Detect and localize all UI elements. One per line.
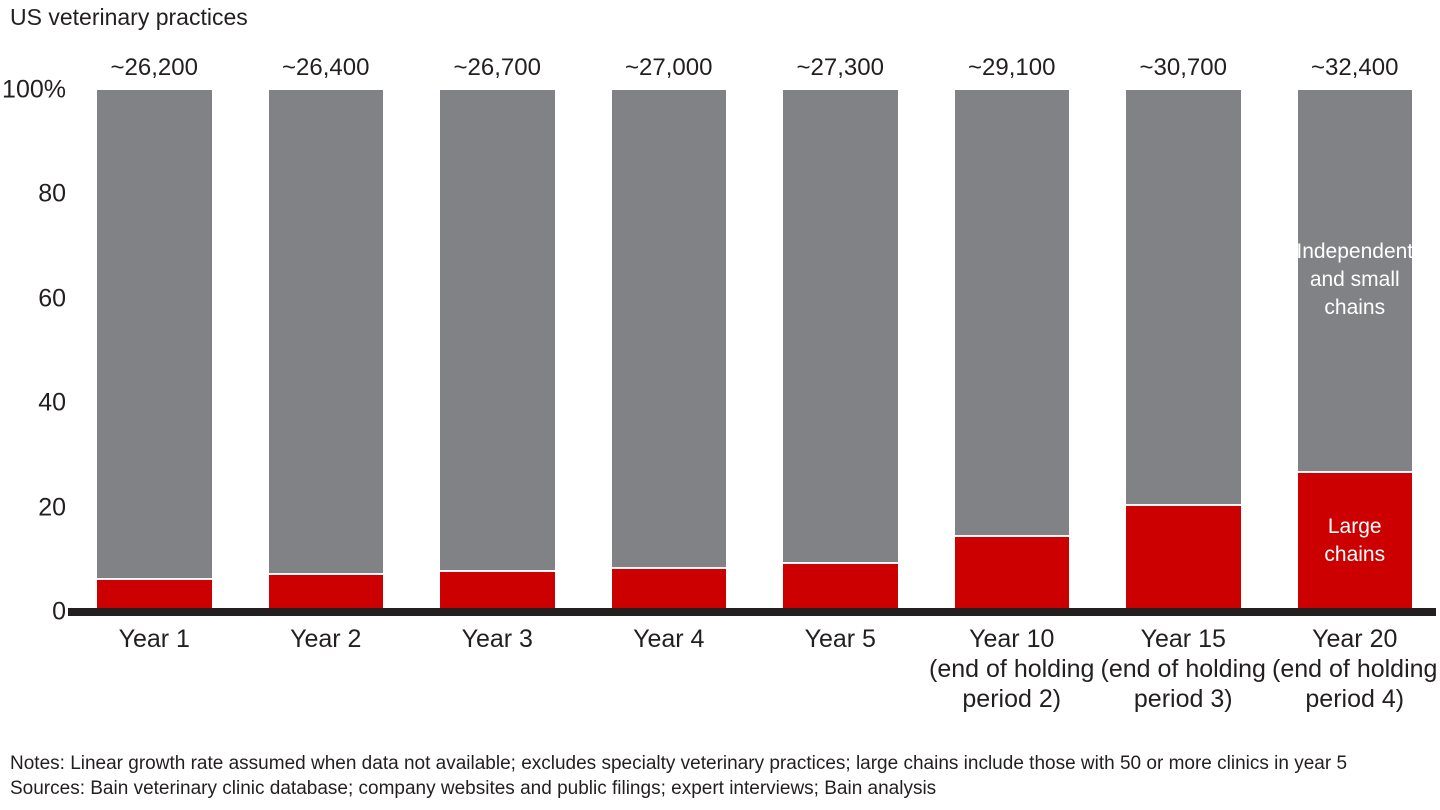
bar-total-label: ~26,200 bbox=[110, 54, 198, 81]
y-axis-tick-label: 60 bbox=[38, 284, 66, 313]
bar-year-2 bbox=[268, 90, 383, 609]
x-axis-label-year-4: Year 4 bbox=[633, 625, 705, 653]
segment-large-chains bbox=[783, 562, 898, 609]
bar-total-label: ~30,700 bbox=[1139, 54, 1227, 81]
sources-text: Sources: Bain veterinary clinic database… bbox=[10, 778, 937, 799]
segment-independent-and-small-chains bbox=[611, 90, 726, 568]
bar-year-3 bbox=[440, 90, 555, 609]
y-axis-tick-label: 20 bbox=[38, 493, 66, 522]
segment-independent-and-small-chains bbox=[440, 90, 555, 571]
segment-large-chains bbox=[954, 534, 1069, 609]
bar-year-10 bbox=[954, 90, 1069, 609]
x-axis-label-year-20: Year 20 (end of holding period 4) bbox=[1272, 625, 1438, 713]
bar-total-label: ~26,400 bbox=[282, 54, 370, 81]
segment-independent-and-small-chains bbox=[97, 90, 212, 578]
segment-independent-and-small-chains: Independent and small chains bbox=[1296, 90, 1414, 471]
segment-large-chains bbox=[1126, 503, 1241, 609]
bar-total-label: ~29,100 bbox=[968, 54, 1056, 81]
x-axis-label-year-1: Year 1 bbox=[118, 625, 190, 653]
chart-title: US veterinary practices bbox=[10, 4, 248, 30]
y-axis-tick-label: 80 bbox=[38, 179, 66, 208]
notes-text: Notes: Linear growth rate assumed when d… bbox=[10, 753, 1348, 774]
bar-year-5 bbox=[783, 90, 898, 609]
bar-year-1 bbox=[97, 90, 212, 609]
segment-independent-and-small-chains bbox=[783, 90, 898, 563]
bar-total-label: ~32,400 bbox=[1311, 54, 1399, 81]
bar-total-label: ~26,700 bbox=[453, 54, 541, 81]
x-axis-line bbox=[68, 608, 1436, 616]
bar-year-15 bbox=[1126, 90, 1241, 609]
segment-large-chains bbox=[440, 570, 555, 609]
y-axis: 100% 80 60 40 20 0 bbox=[0, 0, 66, 810]
segment-large-chains bbox=[97, 577, 212, 609]
bar-total-label: ~27,000 bbox=[625, 54, 713, 81]
segment-large-chains bbox=[611, 567, 726, 609]
x-axis-label-year-15: Year 15 (end of holding period 3) bbox=[1100, 625, 1266, 713]
y-axis-tick-label: 40 bbox=[38, 388, 66, 417]
bar-year-4 bbox=[611, 90, 726, 609]
plot-area: Independent and small chains Large chains bbox=[0, 90, 1440, 609]
y-axis-tick-label: 0 bbox=[52, 597, 66, 626]
bar-year-20: Independent and small chains Large chains bbox=[1296, 90, 1414, 609]
segment-large-chains: Large chains bbox=[1297, 470, 1412, 609]
segment-large-chains bbox=[268, 572, 383, 609]
x-axis-label-year-2: Year 2 bbox=[290, 625, 362, 653]
series-label-large-chains: Large chains bbox=[1324, 514, 1386, 566]
segment-independent-and-small-chains bbox=[1126, 90, 1241, 504]
x-axis-label-year-3: Year 3 bbox=[461, 625, 533, 653]
x-axis-label-year-10: Year 10 (end of holding period 2) bbox=[929, 625, 1095, 713]
segment-independent-and-small-chains bbox=[268, 90, 383, 573]
series-label-independent-and-small-chains: Independent and small chains bbox=[1296, 240, 1414, 320]
x-axis-label-year-5: Year 5 bbox=[804, 625, 876, 653]
segment-independent-and-small-chains bbox=[954, 90, 1069, 535]
bar-total-label: ~27,300 bbox=[796, 54, 884, 81]
y-axis-tick-label: 100% bbox=[2, 75, 66, 104]
